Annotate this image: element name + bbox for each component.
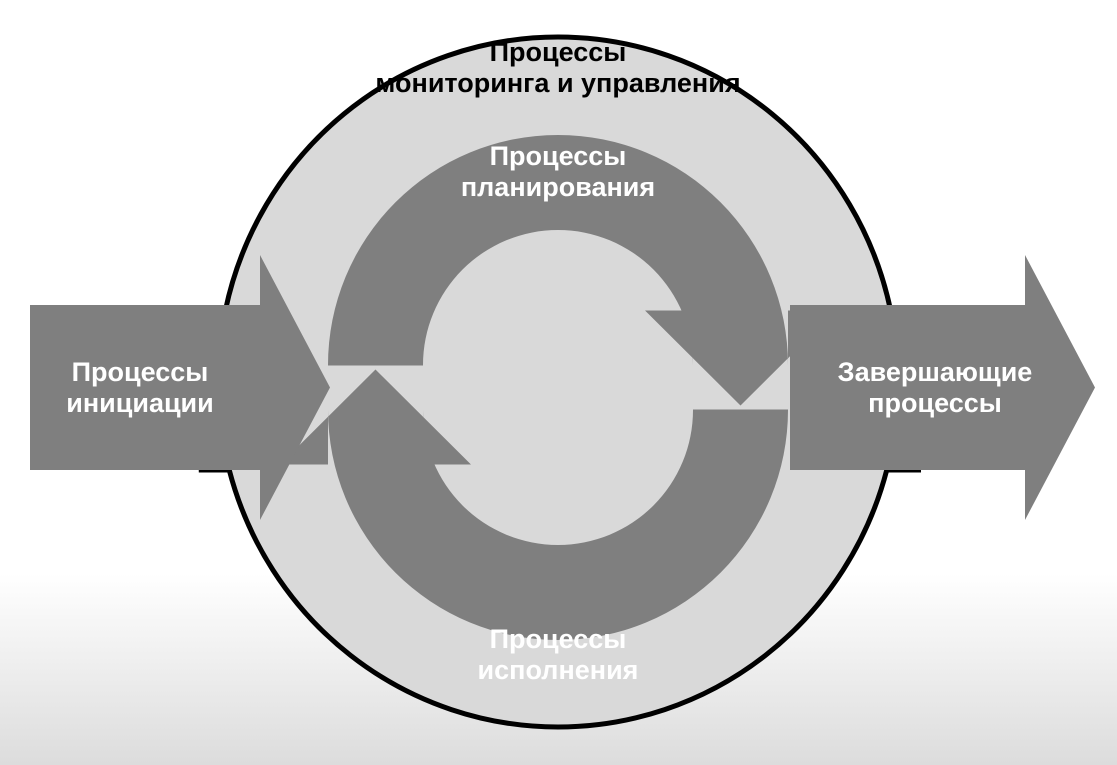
planning-label-line1: Процессы (490, 141, 627, 171)
initiation-label-line2: инициации (66, 388, 214, 418)
planning-label-line2: планирования (461, 172, 655, 202)
execution-label-line2: исполнения (478, 655, 639, 685)
initiation-label-line1: Процессы (72, 357, 209, 387)
execution-label: Процессыисполнения (478, 624, 639, 686)
closing-label-line1: Завершающие (838, 357, 1033, 387)
planning-label: Процессыпланирования (461, 141, 655, 203)
monitoring-label: Процессымониторинга и управления (375, 37, 740, 99)
monitoring-label-line1: Процессы (490, 37, 627, 67)
monitoring-label-line2: мониторинга и управления (375, 68, 740, 98)
initiation-label: Процессыинициации (66, 357, 214, 419)
diagram-stage: Процессымониторинга и управления Процесс… (0, 0, 1117, 765)
closing-label-line2: процессы (868, 388, 1002, 418)
execution-label-line1: Процессы (490, 624, 627, 654)
closing-label: Завершающиепроцессы (838, 357, 1033, 419)
